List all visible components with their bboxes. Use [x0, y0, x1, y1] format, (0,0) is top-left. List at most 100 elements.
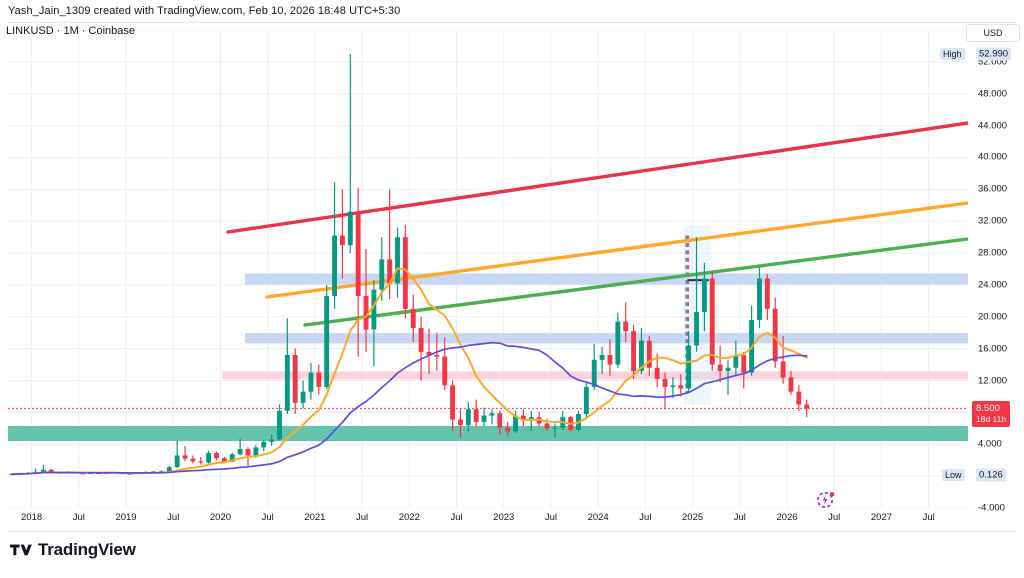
candle-body: [229, 454, 235, 462]
candlestick: [277, 404, 282, 441]
candle-body: [300, 391, 306, 403]
resistance-zone-lower-band: [245, 333, 968, 344]
candle-body: [245, 449, 251, 456]
candle-body: [237, 449, 243, 455]
candlestick: [206, 450, 212, 464]
candlestick: [269, 434, 275, 446]
trendline-green[interactable]: [303, 237, 968, 327]
candlestick: [804, 399, 810, 418]
candle-body: [497, 413, 503, 428]
candle-body: [80, 473, 86, 475]
candle-body: [339, 235, 345, 246]
candlestick: [678, 374, 684, 397]
candle-body: [678, 385, 684, 389]
candlestick: [214, 451, 219, 461]
candle-body: [363, 296, 369, 330]
candlestick: [379, 237, 385, 301]
last-price-value: 8.500: [976, 403, 1000, 415]
time-axis[interactable]: 2018 Jul 2019 Jul 2020 Jul 2021 Jul 2022 Jul 2023 J…: [8, 508, 968, 532]
candle-body: [206, 453, 212, 463]
candlestick: [662, 372, 668, 410]
tradingview-logo-icon: [10, 542, 32, 558]
time-tick-label: Jul: [922, 512, 935, 523]
candlestick: [497, 410, 503, 435]
moving-average-purple[interactable]: [11, 341, 808, 475]
candlestick-series: [9, 53, 810, 476]
price-zones: [8, 273, 968, 442]
time-tick-label: Jul: [733, 512, 746, 523]
time-tick-label: 2025: [682, 512, 704, 523]
candle-body: [442, 356, 448, 386]
candlestick: [607, 339, 613, 376]
candle-body: [654, 367, 660, 379]
candle-body: [324, 296, 330, 387]
plot-area[interactable]: [8, 30, 968, 508]
candle-body: [583, 386, 589, 414]
candlestick: [387, 189, 393, 300]
candle-body: [733, 355, 739, 368]
candle-body: [371, 289, 377, 330]
candle-body: [127, 473, 133, 475]
candle-body: [709, 278, 715, 365]
bar-countdown: 18d 11h: [976, 414, 1007, 425]
price-tick-label: 36.000: [978, 183, 1008, 195]
time-tick-label: Jul: [261, 512, 274, 523]
candle-body: [788, 377, 794, 392]
candlestick: [670, 377, 676, 399]
price-axis[interactable]: 56.00052.00048.00044.00040.00036.00032.0…: [940, 22, 1024, 532]
candlestick: [796, 385, 802, 411]
candle-body: [615, 321, 621, 365]
lightning-bolt-icon[interactable]: [816, 489, 836, 509]
last-price-badge[interactable]: 8.500 18d 11h: [972, 401, 1011, 428]
candle-body: [395, 237, 400, 284]
candle-body: [513, 415, 518, 432]
candle-body: [764, 278, 770, 309]
candle-body: [48, 469, 54, 472]
candle-body: [221, 458, 227, 462]
candle-body: [741, 355, 747, 373]
candlestick: [583, 382, 589, 418]
candle-body: [387, 259, 393, 284]
chart-canvas: [8, 30, 968, 508]
candle-body: [182, 455, 188, 459]
candle-body: [686, 345, 692, 389]
candle-body: [198, 461, 204, 463]
candle-body: [599, 355, 605, 360]
candle-body: [544, 423, 550, 429]
candlestick: [749, 305, 755, 376]
candlestick: [481, 407, 487, 426]
low-value: 0.126: [976, 468, 1006, 482]
candlestick: [237, 438, 243, 456]
candlestick: [772, 297, 778, 368]
candle-body: [694, 312, 699, 346]
candlestick: [615, 312, 621, 368]
candlestick: [371, 280, 377, 367]
candle-body: [505, 427, 511, 432]
symbol-legend[interactable]: LINKUSD · 1M · Coinbase: [6, 25, 135, 37]
candle-body: [701, 278, 707, 313]
candlestick: [332, 182, 337, 309]
candlestick: [166, 465, 172, 472]
candlestick: [347, 53, 353, 254]
candlestick: [316, 364, 322, 395]
candle-body: [269, 439, 275, 442]
candlestick: [788, 370, 794, 395]
high-value: 52.990: [976, 47, 1012, 61]
low-tag: Low: [942, 469, 965, 482]
candlestick: [395, 227, 400, 298]
candlestick: [442, 337, 448, 391]
candlestick: [182, 445, 188, 461]
candlestick: [654, 353, 660, 387]
price-tick-label: 48.000: [978, 88, 1008, 100]
resistance-zone-upper-band: [245, 273, 968, 285]
currency-label[interactable]: USD: [966, 24, 1020, 42]
candlestick: [757, 267, 762, 328]
candle-body: [796, 391, 802, 405]
tradingview-logo[interactable]: TradingView: [10, 540, 136, 560]
candlestick: [300, 380, 306, 409]
candle-body: [214, 453, 219, 459]
high-tag: High: [940, 47, 965, 60]
candlestick: [198, 457, 204, 465]
trendline-orange[interactable]: [265, 201, 968, 299]
